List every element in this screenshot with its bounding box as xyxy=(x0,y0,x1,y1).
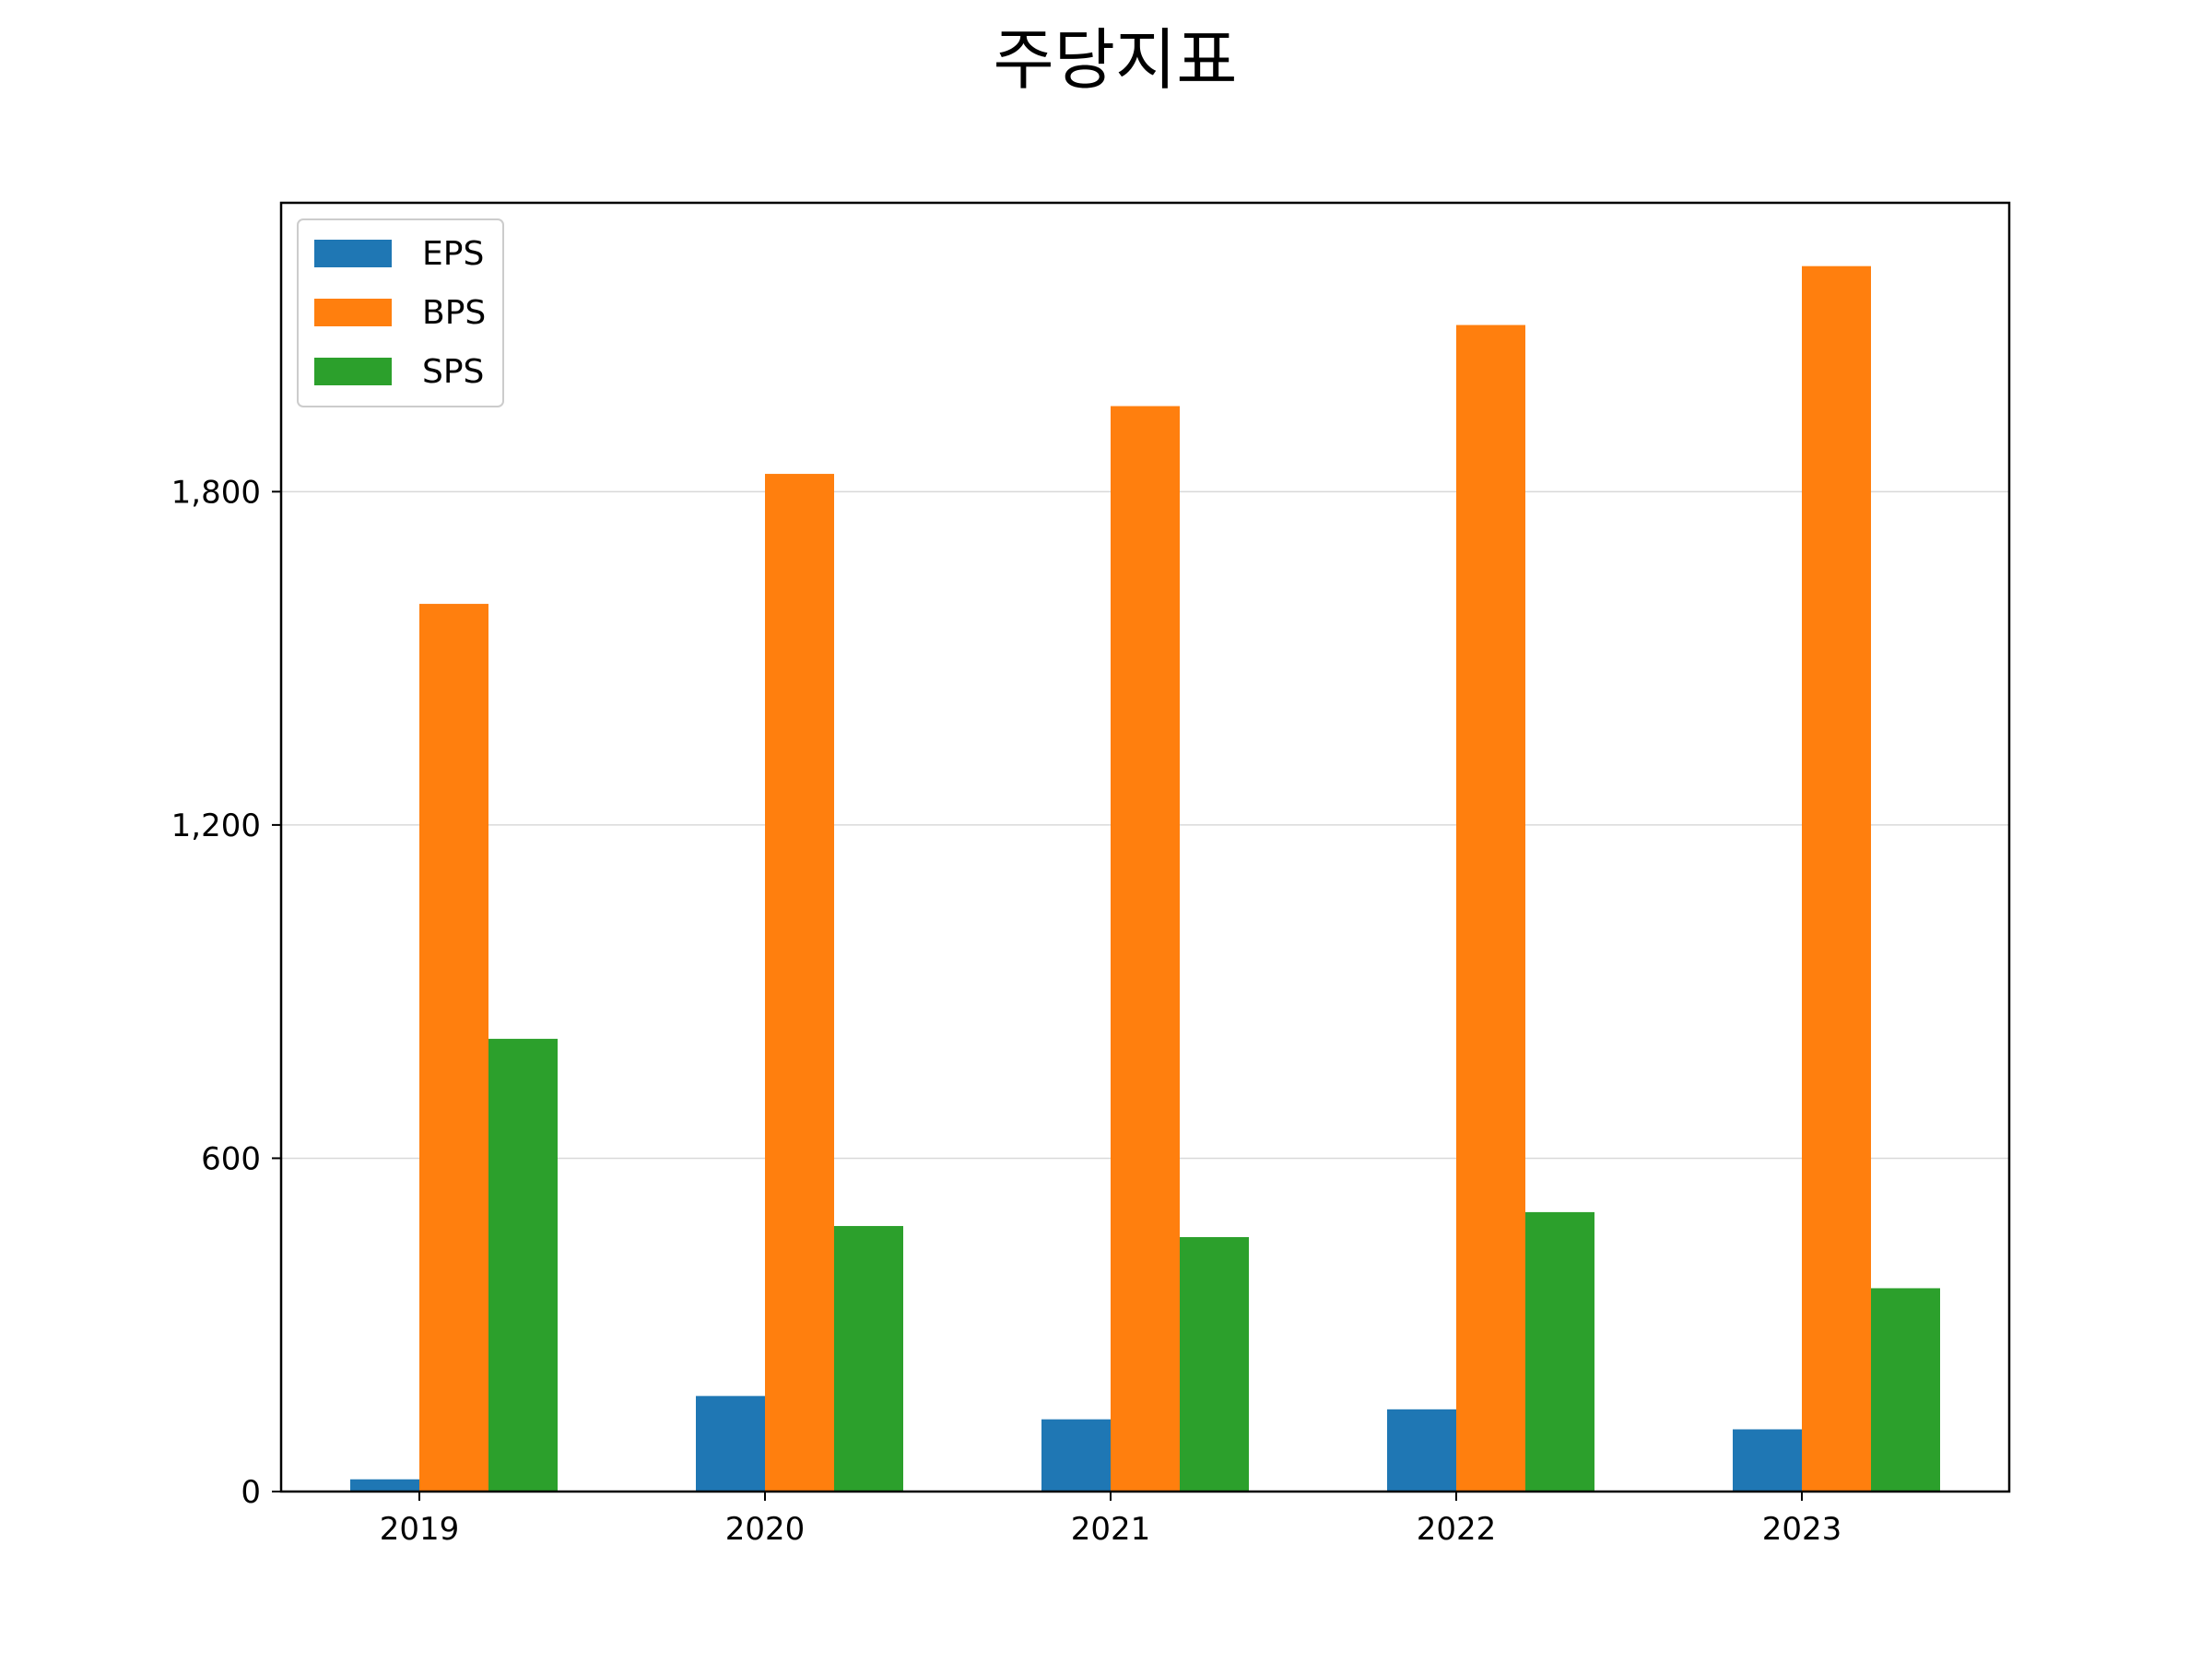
bar-sps-2022 xyxy=(1525,1211,1594,1492)
bar-bps-2020 xyxy=(765,474,834,1492)
legend-label-eps: EPS xyxy=(422,235,484,273)
y-tick-label: 1,800 xyxy=(171,474,261,511)
bars xyxy=(350,265,1940,1492)
x-tick-label: 2021 xyxy=(1071,1511,1151,1548)
chart-title: 주당지표 xyxy=(994,21,1238,99)
bar-bps-2021 xyxy=(1111,406,1180,1492)
y-axis: 0 600 1,200 1,800 xyxy=(171,474,281,1511)
legend-label-bps: BPS xyxy=(422,294,486,332)
bar-eps-2019 xyxy=(350,1479,419,1492)
legend-swatch-sps xyxy=(314,358,392,385)
legend-swatch-bps xyxy=(314,299,392,326)
y-tick-label: 1,200 xyxy=(171,808,261,844)
x-tick-label: 2023 xyxy=(1762,1511,1842,1548)
bar-sps-2023 xyxy=(1871,1288,1940,1492)
y-tick-label: 0 xyxy=(241,1474,261,1511)
y-tick-label: 600 xyxy=(201,1140,261,1177)
bar-sps-2021 xyxy=(1180,1237,1249,1492)
x-tick-label: 2019 xyxy=(380,1511,460,1548)
bar-eps-2022 xyxy=(1387,1409,1456,1492)
bar-sps-2020 xyxy=(834,1225,903,1492)
bar-eps-2023 xyxy=(1733,1429,1802,1492)
bar-bps-2023 xyxy=(1802,265,1871,1492)
x-axis: 2019 2020 2021 2022 2023 xyxy=(380,1492,1842,1548)
legend: EPS BPS SPS xyxy=(297,218,504,407)
legend-label-sps: SPS xyxy=(422,353,484,391)
axes-frame xyxy=(279,201,2011,1493)
x-tick-label: 2020 xyxy=(725,1511,806,1548)
bar-bps-2022 xyxy=(1456,324,1525,1492)
x-tick-label: 2022 xyxy=(1417,1511,1497,1548)
bar-bps-2019 xyxy=(419,604,488,1492)
bar-sps-2019 xyxy=(488,1038,558,1492)
bar-eps-2021 xyxy=(1041,1419,1111,1492)
bar-eps-2020 xyxy=(696,1396,765,1492)
legend-swatch-eps xyxy=(314,240,392,267)
